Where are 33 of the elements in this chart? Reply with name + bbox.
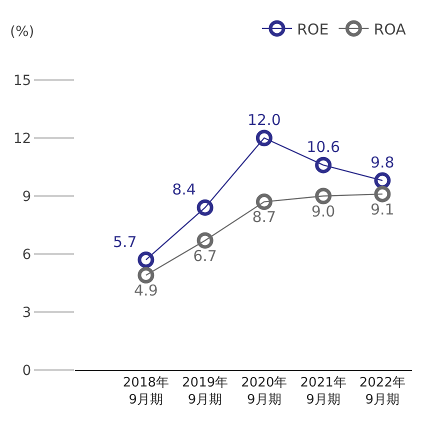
point xyxy=(374,186,391,202)
data-label: 8.4 xyxy=(172,180,196,199)
y-axis-title: (%) xyxy=(10,24,34,40)
point xyxy=(138,267,154,284)
data-label: 9.0 xyxy=(311,202,336,220)
y-tick-label: 15 xyxy=(13,72,32,89)
x-tick-label: 2018年 9月期 xyxy=(122,376,169,408)
point xyxy=(196,199,214,216)
legend-label: ROA xyxy=(374,20,407,38)
x-tick-label: 2021年 9月期 xyxy=(300,376,346,408)
y-tick-label: 12 xyxy=(13,130,32,147)
point xyxy=(196,232,214,249)
y-tick-label: 6 xyxy=(22,246,32,263)
x-tick-label: 2020年 9月期 xyxy=(241,376,288,408)
data-label: 12.0 xyxy=(247,111,281,130)
x-tick-label: 2019年 9月期 xyxy=(182,376,228,408)
point xyxy=(256,130,272,146)
data-label: 5.7 xyxy=(112,232,137,251)
data-label: 8.7 xyxy=(252,208,276,226)
point xyxy=(138,252,154,268)
data-label: 4.9 xyxy=(134,282,158,300)
data-label: 9.8 xyxy=(370,154,394,172)
y-tick-label: 0 xyxy=(22,362,32,379)
data-label: 10.6 xyxy=(306,138,340,156)
point xyxy=(315,188,332,204)
point xyxy=(256,194,272,210)
data-label: 6.7 xyxy=(193,246,217,265)
point xyxy=(315,156,332,174)
x-tick-label: 2022年 9月期 xyxy=(359,376,406,408)
y-tick-label: 9 xyxy=(22,188,32,205)
legend-label: ROE xyxy=(297,20,329,38)
y-tick-label: 3 xyxy=(22,304,32,321)
data-label: 9.1 xyxy=(370,200,394,218)
